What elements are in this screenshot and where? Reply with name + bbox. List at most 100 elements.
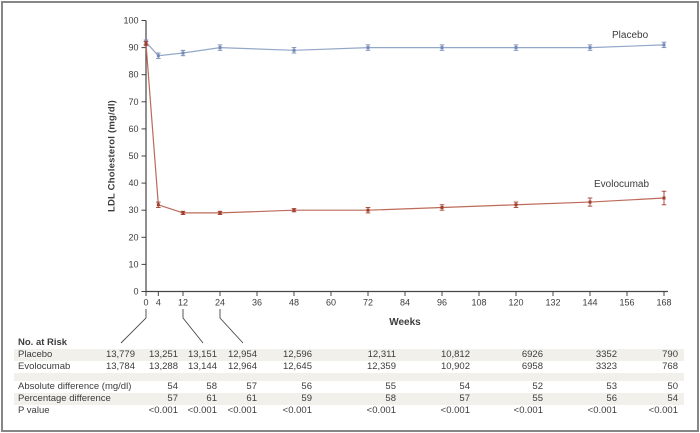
y-tick-label: 90 <box>128 43 138 53</box>
data-point-marker <box>440 205 444 209</box>
data-point-marker <box>292 208 296 212</box>
y-tick-label: 80 <box>128 70 138 80</box>
x-tick-label: 4 <box>156 298 161 308</box>
table-row: Absolute difference (mg/dl) 54 58 57 56 55 54 5… <box>14 381 684 393</box>
row-label: Placebo <box>18 349 53 360</box>
y-tick-label: 100 <box>123 16 138 26</box>
row-label: Absolute difference (mg/dl) <box>18 381 132 392</box>
y-tick-label: 10 <box>128 259 138 269</box>
data-point-marker <box>514 203 518 207</box>
table-cell: <0.001 <box>648 405 678 416</box>
table-cell: 10,902 <box>440 361 470 372</box>
table-cell: 55 <box>385 381 396 392</box>
table-cell: 12,645 <box>282 361 312 372</box>
table-cell: 12,954 <box>227 349 257 360</box>
table-cell: 57 <box>459 393 470 404</box>
data-point-marker <box>588 46 592 50</box>
data-point-marker <box>366 208 370 212</box>
x-tick-label: 156 <box>619 298 634 308</box>
table-cell: 768 <box>662 361 678 372</box>
data-point-marker <box>366 46 370 50</box>
table-cell: 13,151 <box>187 349 217 360</box>
data-point-marker <box>662 43 666 47</box>
data-point-marker <box>514 46 518 50</box>
data-point-marker <box>144 42 148 46</box>
data-point-marker <box>218 211 222 215</box>
table-cell: 55 <box>532 393 543 404</box>
x-tick-label: 84 <box>400 298 410 308</box>
leader-line <box>120 309 147 344</box>
table-cell: 12,596 <box>282 349 312 360</box>
x-tick-label: 168 <box>656 298 671 308</box>
x-axis-title: Weeks <box>389 317 421 328</box>
table-cell: 790 <box>662 349 678 360</box>
x-tick-label: 12 <box>178 298 188 308</box>
table-cell: 58 <box>206 381 217 392</box>
table-cell: 57 <box>167 393 178 404</box>
table-cell: 12,964 <box>227 361 257 372</box>
x-tick-label: 144 <box>582 298 597 308</box>
table-cell: <0.001 <box>187 405 217 416</box>
x-tick-label: 96 <box>437 298 447 308</box>
y-tick-label: 60 <box>128 124 138 134</box>
table-row: Placebo 13,779 13,251 13,151 12,954 12,596 12,… <box>14 349 684 361</box>
table-cell: 12,311 <box>367 349 396 360</box>
leader-line <box>219 309 244 344</box>
data-point-marker <box>292 48 296 52</box>
number-at-risk-title: No. at Risk <box>18 337 68 348</box>
row-label: Percentage difference <box>18 393 111 404</box>
y-tick-label: 40 <box>128 178 138 188</box>
placebo-series-label: Placebo <box>612 30 649 41</box>
x-tick-label: 24 <box>215 298 225 308</box>
table-row: P value <0.001 <0.001 <0.001 <0.001 <0.001 <0.… <box>14 405 684 417</box>
row-label: P value <box>18 405 50 416</box>
table-spacer-band <box>14 373 684 381</box>
table-cell: 56 <box>606 393 617 404</box>
leader-line <box>182 309 204 344</box>
table-row: Evolocumab 13,784 13,288 13,144 12,964 12,645… <box>14 361 684 373</box>
y-tick-label: 20 <box>128 232 138 242</box>
table-cell: <0.001 <box>148 405 178 416</box>
data-point-marker <box>218 46 222 50</box>
table-cell: 54 <box>459 381 470 392</box>
table-cell: 53 <box>606 381 617 392</box>
table-cell: 12,359 <box>366 361 396 372</box>
table-cell: 13,288 <box>148 361 178 372</box>
table-row: Percentage difference 57 61 61 59 58 57 55 56 54 <box>14 393 684 405</box>
table-cell: 3323 <box>595 361 617 372</box>
table-cell: 56 <box>301 381 312 392</box>
table-cell: <0.001 <box>440 405 470 416</box>
y-axis-title: LDL Cholesterol (mg/dl) <box>106 99 118 213</box>
data-point-marker <box>662 196 666 200</box>
x-tick-label: 132 <box>545 298 560 308</box>
evolocumab-series-label: Evolocumab <box>594 179 650 190</box>
x-tick-label: 0 <box>143 298 148 308</box>
table-cell: 10,812 <box>440 349 470 360</box>
table-cell: 50 <box>667 381 678 392</box>
table-cell: <0.001 <box>282 405 312 416</box>
series-line-placebo <box>145 41 665 57</box>
data-point-marker <box>181 211 185 215</box>
table-cell: <0.001 <box>366 405 396 416</box>
data-point-marker <box>181 51 185 55</box>
x-tick-label: 72 <box>363 298 373 308</box>
row-label: Evolocumab <box>18 361 71 372</box>
y-tick-label: 0 <box>133 287 138 297</box>
table-cell: <0.001 <box>587 405 617 416</box>
x-tick-label: 120 <box>508 298 523 308</box>
table-cell: <0.001 <box>513 405 543 416</box>
y-tick-label: 70 <box>128 97 138 107</box>
table-cell: 61 <box>206 393 217 404</box>
data-point-marker <box>156 203 160 207</box>
table-cell: 6958 <box>521 361 543 372</box>
table-cell: 3352 <box>595 349 617 360</box>
table-cell: 52 <box>532 381 543 392</box>
table-cell: <0.001 <box>227 405 257 416</box>
table-cell: 13,779 <box>105 349 135 360</box>
table-cell: 13,144 <box>187 361 217 372</box>
x-tick-label: 60 <box>326 298 336 308</box>
x-tick-label: 108 <box>471 298 486 308</box>
y-tick-label: 50 <box>128 151 138 161</box>
data-point-marker <box>156 54 160 58</box>
